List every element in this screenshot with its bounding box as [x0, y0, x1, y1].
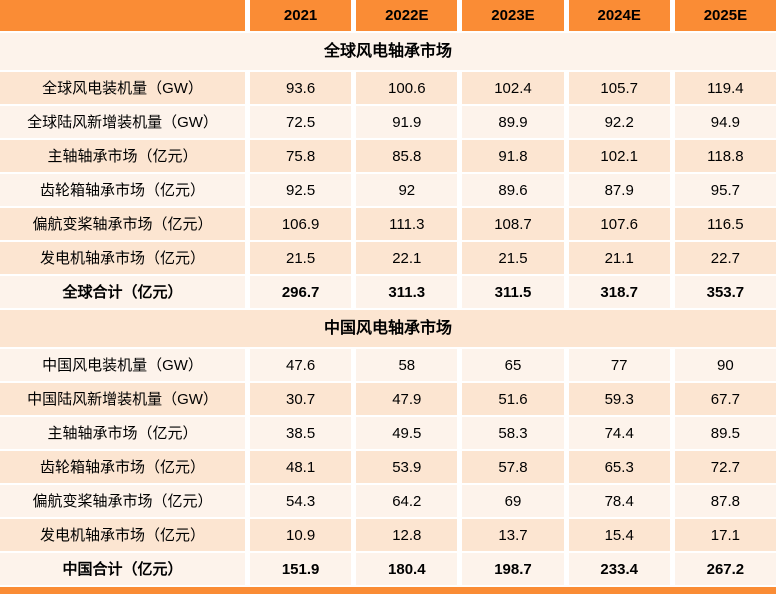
- value-cell: 15.4: [568, 519, 670, 551]
- row-label: 发电机轴承市场（亿元）: [0, 519, 245, 551]
- value-cell: 91.9: [356, 106, 458, 138]
- value-cell: 74.4: [568, 417, 670, 449]
- value-cell: 30.7: [250, 383, 352, 415]
- value-cell: 72.5: [250, 106, 352, 138]
- value-cell: 85.8: [356, 140, 458, 172]
- value-cell: 10.9: [250, 519, 352, 551]
- value-cell: 51.6: [462, 383, 564, 415]
- value-cell: 57.8: [462, 451, 564, 483]
- value-cell: 107.6: [568, 208, 670, 240]
- total-row-label: 中国合计（亿元）: [0, 553, 245, 585]
- value-cell: 12.8: [356, 519, 458, 551]
- value-cell: 94.9: [674, 106, 776, 138]
- value-cell: 22.7: [674, 242, 776, 274]
- value-cell: 87.8: [674, 485, 776, 517]
- value-cell: 105.7: [568, 72, 670, 104]
- value-cell: 91.8: [462, 140, 564, 172]
- header-corner-cell: [0, 0, 245, 31]
- total-value-cell: 311.5: [462, 276, 564, 308]
- value-cell: 78.4: [568, 485, 670, 517]
- value-cell: 89.5: [674, 417, 776, 449]
- row-label: 发电机轴承市场（亿元）: [0, 242, 245, 274]
- row-label: 偏航变桨轴承市场（亿元）: [0, 208, 245, 240]
- value-cell: 119.4: [674, 72, 776, 104]
- value-cell: 118.8: [674, 140, 776, 172]
- total-value-cell: 267.2: [674, 553, 776, 585]
- row-label: 全球陆风新增装机量（GW）: [0, 106, 245, 138]
- value-cell: 89.9: [462, 106, 564, 138]
- total-value-cell: 296.7: [250, 276, 352, 308]
- value-cell: 49.5: [356, 417, 458, 449]
- header-col-2024e: 2024E: [568, 0, 670, 31]
- total-value-cell: 233.4: [568, 553, 670, 585]
- section-title-china: 中国风电轴承市场: [0, 310, 776, 347]
- value-cell: 92.2: [568, 106, 670, 138]
- value-cell: 72.7: [674, 451, 776, 483]
- value-cell: 21.5: [250, 242, 352, 274]
- total-value-cell: 151.9: [250, 553, 352, 585]
- value-cell: 54.3: [250, 485, 352, 517]
- value-cell: 93.6: [250, 72, 352, 104]
- value-cell: 90: [674, 349, 776, 381]
- value-cell: 106.9: [250, 208, 352, 240]
- total-value-cell: 180.4: [356, 553, 458, 585]
- value-cell: 58: [356, 349, 458, 381]
- total-row-label: 全球合计（亿元）: [0, 276, 245, 308]
- row-label: 偏航变桨轴承市场（亿元）: [0, 485, 245, 517]
- value-cell: 21.5: [462, 242, 564, 274]
- value-cell: 64.2: [356, 485, 458, 517]
- value-cell: 111.3: [356, 208, 458, 240]
- value-cell: 108.7: [462, 208, 564, 240]
- value-cell: 89.6: [462, 174, 564, 206]
- total-value-cell: 318.7: [568, 276, 670, 308]
- section-title-global: 全球风电轴承市场: [0, 33, 776, 70]
- value-cell: 47.6: [250, 349, 352, 381]
- bottom-accent-bar: [0, 587, 776, 594]
- total-value-cell: 353.7: [674, 276, 776, 308]
- value-cell: 95.7: [674, 174, 776, 206]
- value-cell: 102.4: [462, 72, 564, 104]
- value-cell: 69: [462, 485, 564, 517]
- value-cell: 116.5: [674, 208, 776, 240]
- value-cell: 53.9: [356, 451, 458, 483]
- header-col-2023e: 2023E: [462, 0, 564, 31]
- value-cell: 17.1: [674, 519, 776, 551]
- value-cell: 21.1: [568, 242, 670, 274]
- value-cell: 77: [568, 349, 670, 381]
- value-cell: 92: [356, 174, 458, 206]
- row-label: 中国陆风新增装机量（GW）: [0, 383, 245, 415]
- total-value-cell: 198.7: [462, 553, 564, 585]
- total-value-cell: 311.3: [356, 276, 458, 308]
- value-cell: 67.7: [674, 383, 776, 415]
- header-col-2021: 2021: [250, 0, 352, 31]
- row-label: 齿轮箱轴承市场（亿元）: [0, 451, 245, 483]
- row-label: 全球风电装机量（GW）: [0, 72, 245, 104]
- row-label: 主轴轴承市场（亿元）: [0, 417, 245, 449]
- value-cell: 38.5: [250, 417, 352, 449]
- value-cell: 92.5: [250, 174, 352, 206]
- row-label: 主轴轴承市场（亿元）: [0, 140, 245, 172]
- value-cell: 100.6: [356, 72, 458, 104]
- value-cell: 59.3: [568, 383, 670, 415]
- value-cell: 22.1: [356, 242, 458, 274]
- value-cell: 65.3: [568, 451, 670, 483]
- row-label: 中国风电装机量（GW）: [0, 349, 245, 381]
- header-col-2025e: 2025E: [674, 0, 776, 31]
- value-cell: 47.9: [356, 383, 458, 415]
- value-cell: 87.9: [568, 174, 670, 206]
- value-cell: 102.1: [568, 140, 670, 172]
- value-cell: 65: [462, 349, 564, 381]
- value-cell: 75.8: [250, 140, 352, 172]
- value-cell: 58.3: [462, 417, 564, 449]
- value-cell: 48.1: [250, 451, 352, 483]
- row-label: 齿轮箱轴承市场（亿元）: [0, 174, 245, 206]
- header-col-2022e: 2022E: [356, 0, 458, 31]
- value-cell: 13.7: [462, 519, 564, 551]
